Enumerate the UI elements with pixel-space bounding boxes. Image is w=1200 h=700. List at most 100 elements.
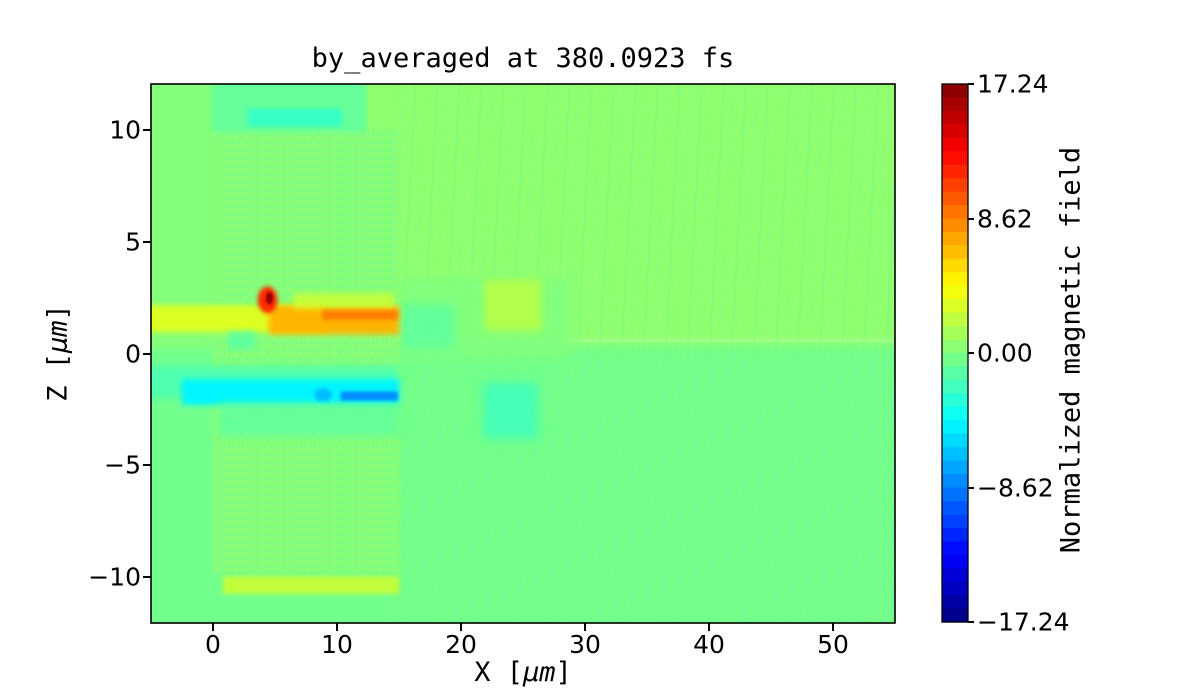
- colorbar-step: [942, 97, 968, 112]
- streaks-lower-right: [386, 346, 895, 623]
- colorbar-step: [942, 447, 968, 462]
- x-axis-label-post: ]: [555, 657, 572, 688]
- colorbar-step: [942, 326, 968, 341]
- blue-streak: [340, 391, 398, 401]
- colorbar-step: [942, 406, 968, 421]
- colorbar-tick-mark: [968, 217, 974, 220]
- x-tick-label: 0: [205, 630, 221, 659]
- hot-spot-core: [265, 291, 274, 305]
- x-tick-label: 50: [817, 630, 849, 659]
- y-tick-mark: [143, 352, 151, 355]
- colorbar-step: [942, 339, 968, 354]
- colorbar-step: [942, 608, 968, 623]
- colorbar-step: [942, 474, 968, 489]
- cyan-dip-left: [227, 331, 256, 350]
- y-tick-label: 5: [125, 226, 141, 256]
- colorbar-step: [942, 245, 968, 260]
- target-bottom-yellow-band: [222, 576, 399, 594]
- x-tick-label: 40: [693, 630, 725, 659]
- x-tick-mark: [832, 623, 834, 631]
- x-tick-label: 20: [445, 630, 477, 659]
- colorbar-step: [942, 460, 968, 475]
- colorbar-step: [942, 514, 968, 529]
- colorbar-step: [942, 178, 968, 193]
- blue-blob: [314, 388, 333, 402]
- cyan-blob-right: [483, 382, 538, 439]
- colorbar-tick-mark: [968, 486, 974, 489]
- colorbar-tick-mark: [968, 352, 974, 354]
- y-tick-label: −5: [104, 450, 141, 480]
- axes-border: [150, 83, 896, 624]
- y-tick-label: 0: [125, 338, 141, 368]
- y-tick-label: 10: [109, 115, 141, 145]
- colorbar-step: [942, 164, 968, 179]
- yellow-patch-mid: [484, 279, 542, 332]
- colorbar-tick-label: 8.62: [977, 203, 1033, 233]
- colorbar: [941, 83, 969, 623]
- y-tick-mark: [143, 576, 151, 579]
- colorbar-tick-mark: [968, 621, 974, 623]
- chart-title: by_averaged at 380.0923 fs: [311, 43, 735, 74]
- colorbar-step: [942, 137, 968, 152]
- teal-patch-right-of-target: [401, 304, 455, 350]
- colorbar-step: [942, 581, 968, 596]
- colorbar-step: [942, 568, 968, 583]
- colorbar-step: [942, 312, 968, 327]
- y-tick-mark: [143, 464, 151, 467]
- colorbar-tick-label: 17.24: [977, 69, 1049, 99]
- colorbar-step: [942, 285, 968, 300]
- x-tick-mark: [708, 623, 710, 631]
- colorbar-step: [942, 500, 968, 515]
- colorbar-step: [942, 151, 968, 166]
- colorbar-step: [942, 353, 968, 368]
- colorbar-step: [942, 527, 968, 542]
- colorbar-step: [942, 124, 968, 139]
- colorbar-step: [942, 433, 968, 448]
- x-tick-label: 30: [569, 630, 601, 659]
- colorbar-step: [942, 366, 968, 381]
- colorbar-step: [942, 595, 968, 610]
- colorbar-tick-label: −17.24: [977, 607, 1070, 637]
- colorbar-step: [942, 110, 968, 125]
- x-tick-mark: [584, 623, 586, 631]
- colorbar-step: [942, 541, 968, 556]
- left-margin-green: [151, 84, 215, 347]
- colorbar-tick-mark: [968, 83, 974, 85]
- y-tick-mark: [143, 128, 151, 131]
- x-tick-label: 10: [321, 630, 353, 659]
- colorbar-label: Normalized magnetic field: [1055, 146, 1087, 554]
- colorbar-step: [942, 299, 968, 314]
- colorbar-step: [942, 84, 968, 99]
- colorbar-step: [942, 393, 968, 408]
- target-speckle-texture: [213, 129, 399, 573]
- target-top-teal-streak: [247, 108, 342, 127]
- heatmap-area: [151, 84, 895, 623]
- colorbar-step: [942, 379, 968, 394]
- x-axis-label: X [μm]: [151, 658, 895, 688]
- positive-band-wisps: [293, 293, 395, 309]
- colorbar-step: [942, 554, 968, 569]
- y-axis-label-pre: Z [: [42, 353, 74, 402]
- y-axis-label-unit: μm: [42, 320, 74, 353]
- y-axis-label: Z [μm]: [43, 304, 74, 402]
- colorbar-step: [942, 420, 968, 435]
- negative-band-tail: [219, 402, 399, 437]
- x-tick-mark: [212, 623, 214, 631]
- x-tick-mark: [336, 623, 338, 631]
- x-axis-label-unit: μm: [523, 657, 556, 688]
- y-axis-label-post: ]: [42, 304, 74, 321]
- colorbar-step: [942, 191, 968, 206]
- y-tick-label: −10: [88, 562, 141, 592]
- colorbar-step: [942, 231, 968, 246]
- colorbar-step: [942, 205, 968, 220]
- y-tick-mark: [143, 240, 151, 243]
- orange-streak: [322, 309, 398, 320]
- colorbar-step: [942, 272, 968, 287]
- x-tick-mark: [460, 623, 462, 631]
- x-axis-label-pre: X [: [474, 657, 523, 688]
- colorbar-step: [942, 258, 968, 273]
- colorbar-step: [942, 487, 968, 502]
- colorbar-step: [942, 218, 968, 233]
